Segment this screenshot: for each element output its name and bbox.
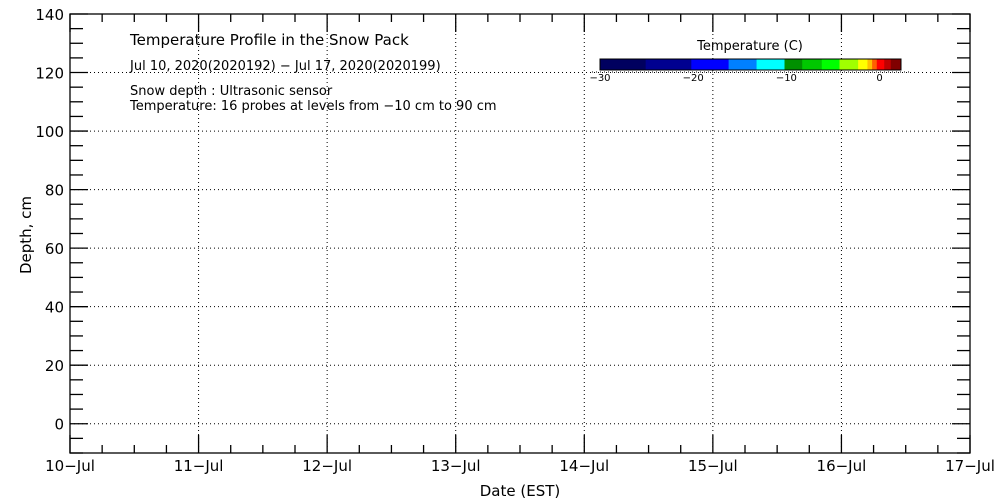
colorbar-segment: [691, 59, 730, 70]
colorbar-segment: [858, 59, 868, 70]
y-tick-label: 80: [45, 182, 64, 200]
x-tick-label: 10−Jul: [45, 457, 95, 475]
colorbar-segment: [884, 59, 892, 70]
x-tick-labels: 10−Jul 11−Jul 12−Jul 13−Jul 14−Jul 15−Jul 16−J…: [45, 457, 995, 475]
y-tick-label: 100: [35, 123, 64, 141]
chart-title: Temperature Profile in the Snow Pack: [129, 31, 409, 49]
colorbar-title: Temperature (C): [696, 39, 803, 54]
colorbar-tick-label: 0: [876, 73, 882, 84]
colorbar-segment: [872, 59, 878, 70]
colorbar-tick-label: −20: [683, 73, 704, 84]
axis-ticks: [69, 13, 971, 454]
note-snow-depth: Snow depth : Ultrasonic sensor: [130, 84, 333, 99]
x-tick-label: 13−Jul: [431, 457, 481, 475]
colorbar-segment: [802, 59, 823, 70]
colorbar-segment: [876, 59, 885, 70]
y-tick-label: 40: [45, 299, 64, 317]
note-temperature: Temperature: 16 probes at levels from −1…: [129, 99, 497, 114]
x-axis-label: Date (EST): [480, 482, 561, 500]
x-tick-label: 15−Jul: [688, 457, 738, 475]
x-tick-label: 16−Jul: [817, 457, 867, 475]
colorbar-tick-label: −10: [776, 73, 797, 84]
colorbar-segment: [839, 59, 859, 70]
colorbar-segment: [867, 59, 873, 70]
colorbar-segment: [728, 59, 758, 70]
y-tick-label: 60: [45, 240, 64, 258]
x-tick-label: 12−Jul: [302, 457, 352, 475]
colorbar-segment: [821, 59, 840, 70]
y-tick-labels: 0 20 40 60 80 100 120 140: [35, 6, 64, 434]
x-tick-label: 11−Jul: [174, 457, 224, 475]
colorbar-segment: [784, 59, 803, 70]
y-tick-label: 120: [35, 65, 64, 83]
colorbar-segment: [600, 59, 647, 70]
x-tick-label: 14−Jul: [559, 457, 609, 475]
y-axis-label: Depth, cm: [17, 196, 35, 274]
chart-subtitle: Jul 10, 2020(2020192) − Jul 17, 2020(202…: [129, 59, 441, 74]
plot-frame: [69, 13, 971, 454]
x-tick-label: 17−Jul: [945, 457, 995, 475]
colorbar-segment: [756, 59, 786, 70]
y-tick-label: 0: [54, 416, 64, 434]
y-tick-label: 20: [45, 357, 64, 375]
grid: [70, 14, 970, 453]
colorbar: −30 −20 −10 0: [589, 58, 911, 84]
colorbar-frame: [599, 58, 902, 71]
colorbar-tick-label: −30: [589, 73, 610, 84]
colorbar-segment: [890, 59, 902, 70]
y-tick-label: 140: [35, 6, 64, 24]
colorbar-segment: [645, 59, 692, 70]
